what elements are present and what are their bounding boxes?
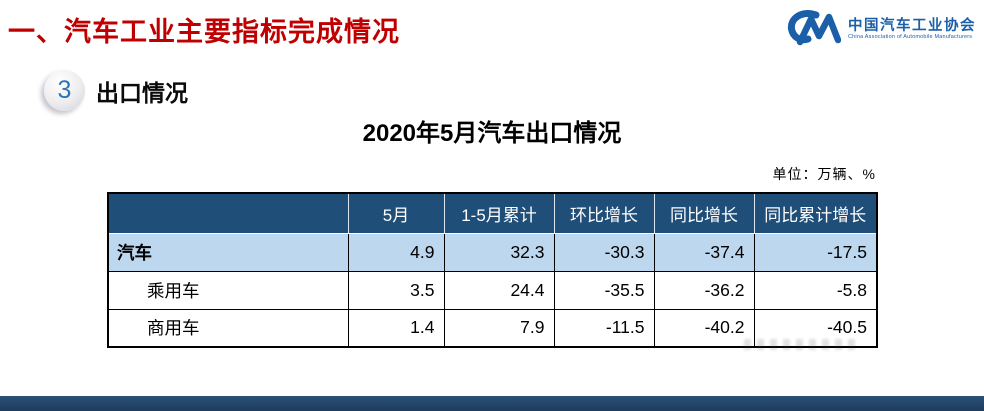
cell-value: 1.4 — [347, 308, 445, 348]
watermark-smudge — [744, 339, 856, 350]
cell-value: -35.5 — [553, 270, 655, 310]
cell-value: -40.5 — [753, 308, 878, 348]
col-header-yoy-cumulative-growth: 同比累计增长 — [753, 193, 877, 234]
cell-value: -36.2 — [653, 270, 755, 310]
table-row-commercial-vehicles: 商用车 1.4 7.9 -11.5 -40.2 -40.5 — [107, 308, 878, 348]
caam-logo: 中国汽车工业协会 China Association of Automobile… — [787, 9, 976, 49]
col-header-yoy-growth: 同比增长 — [653, 193, 754, 234]
table-header-row: 5月 1-5月累计 环比增长 同比增长 同比累计增长 — [108, 193, 877, 234]
cell-value: -11.5 — [553, 308, 655, 348]
table-row-autos: 汽车 4.9 32.3 -30.3 -37.4 -17.5 — [107, 232, 878, 272]
col-header-category — [108, 193, 348, 234]
cell-value: -5.8 — [753, 270, 878, 310]
cell-value: -30.3 — [553, 232, 655, 272]
section-title: 出口情况 — [96, 79, 188, 106]
section-number: 3 — [57, 76, 72, 104]
page-title: 一、汽车工业主要指标完成情况 — [8, 17, 400, 47]
section-header: 3 出口情况 — [44, 70, 188, 111]
cm-logo-icon — [787, 10, 841, 46]
cell-value: -40.2 — [653, 308, 755, 348]
cell-value: 7.9 — [443, 308, 555, 348]
row-label: 汽车 — [107, 232, 349, 272]
col-header-mom-growth: 环比增长 — [553, 193, 654, 234]
footer-bar — [0, 396, 984, 411]
unit-note: 单位：万辆、% — [772, 166, 876, 182]
table-title: 2020年5月汽车出口情况 — [362, 120, 622, 147]
section-number-badge: 3 — [44, 70, 85, 111]
row-label: 乘用车 — [107, 270, 349, 310]
cell-value: 32.3 — [443, 232, 555, 272]
cell-value: 3.5 — [347, 270, 445, 310]
cell-value: -37.4 — [653, 232, 755, 272]
export-data-table: 5月 1-5月累计 环比增长 同比增长 同比累计增长 汽车 4.9 32.3 -… — [107, 192, 878, 348]
row-label: 商用车 — [107, 308, 349, 348]
cell-value: 24.4 — [443, 270, 555, 310]
col-header-cumulative: 1-5月累计 — [443, 193, 554, 234]
org-name-zh: 中国汽车工业协会 — [848, 17, 976, 34]
cell-value: -17.5 — [753, 232, 878, 272]
col-header-may: 5月 — [347, 193, 444, 234]
logo-text: 中国汽车工业协会 China Association of Automobile… — [848, 18, 976, 41]
cell-value: 4.9 — [347, 232, 445, 272]
table-row-passenger-vehicles: 乘用车 3.5 24.4 -35.5 -36.2 -5.8 — [107, 270, 878, 310]
org-name-en: China Association of Automobile Manufact… — [848, 34, 973, 41]
